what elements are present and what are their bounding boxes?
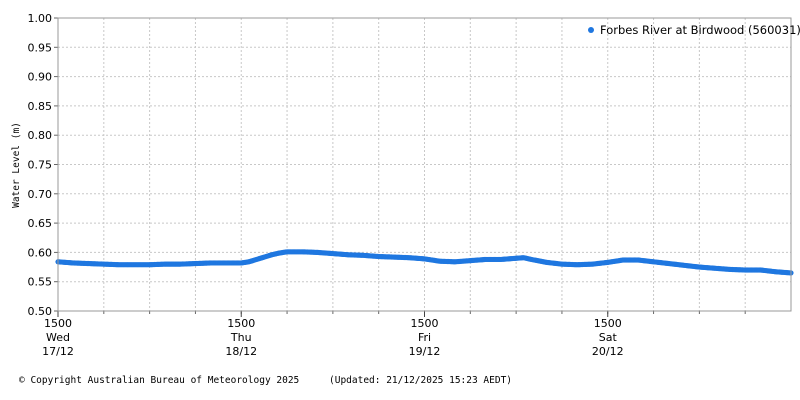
x-tick-date-label: 19/12	[409, 345, 441, 358]
x-tick-date-label: 20/12	[592, 345, 624, 358]
x-tick-labels: 1500Wed17/121500Thu18/121500Fri19/121500…	[42, 317, 623, 358]
y-tick-label: 0.70	[28, 188, 53, 201]
legend-label: Forbes River at Birdwood (560031)	[600, 23, 800, 37]
y-tick-label: 0.85	[28, 100, 53, 113]
x-tick-time-label: 1500	[411, 317, 439, 330]
x-tick-time-label: 1500	[594, 317, 622, 330]
series-group	[55, 249, 794, 276]
x-tick-date-label: 17/12	[42, 345, 74, 358]
x-tick-date-label: 18/12	[225, 345, 257, 358]
updated-text: (Updated: 21/12/2025 15:23 AEDT)	[329, 375, 512, 386]
x-tick-day-label: Wed	[46, 331, 70, 344]
data-series	[55, 249, 794, 276]
x-tick-day-label: Fri	[418, 331, 431, 344]
x-tick-day-label: Sat	[599, 331, 618, 344]
y-axis-title: Water Level (m)	[11, 122, 22, 208]
y-tick-label: 0.55	[28, 276, 53, 289]
x-tick-time-label: 1500	[227, 317, 255, 330]
y-tick-label: 0.90	[28, 71, 53, 84]
y-tick-label: 0.75	[28, 159, 53, 172]
legend-marker	[588, 27, 594, 33]
y-tick-label: 1.00	[28, 12, 53, 25]
y-tick-label: 0.60	[28, 246, 53, 259]
y-tick-labels: 0.50 0.55 0.60 0.65 0.70 0.75 0.80 0.85 0.90 0.95…	[28, 12, 53, 318]
axes	[54, 17, 792, 317]
y-tick-label: 0.80	[28, 129, 53, 142]
x-tick-day-label: Thu	[230, 331, 252, 344]
copyright-text: © Copyright Australian Bureau of Meteoro…	[19, 375, 299, 386]
y-tick-label: 0.50	[28, 305, 53, 318]
y-tick-label: 0.65	[28, 217, 53, 230]
y-tick-label: 0.95	[28, 41, 53, 54]
plot-border	[57, 17, 792, 312]
x-tick-time-label: 1500	[44, 317, 72, 330]
legend: Forbes River at Birdwood (560031)	[588, 23, 800, 37]
